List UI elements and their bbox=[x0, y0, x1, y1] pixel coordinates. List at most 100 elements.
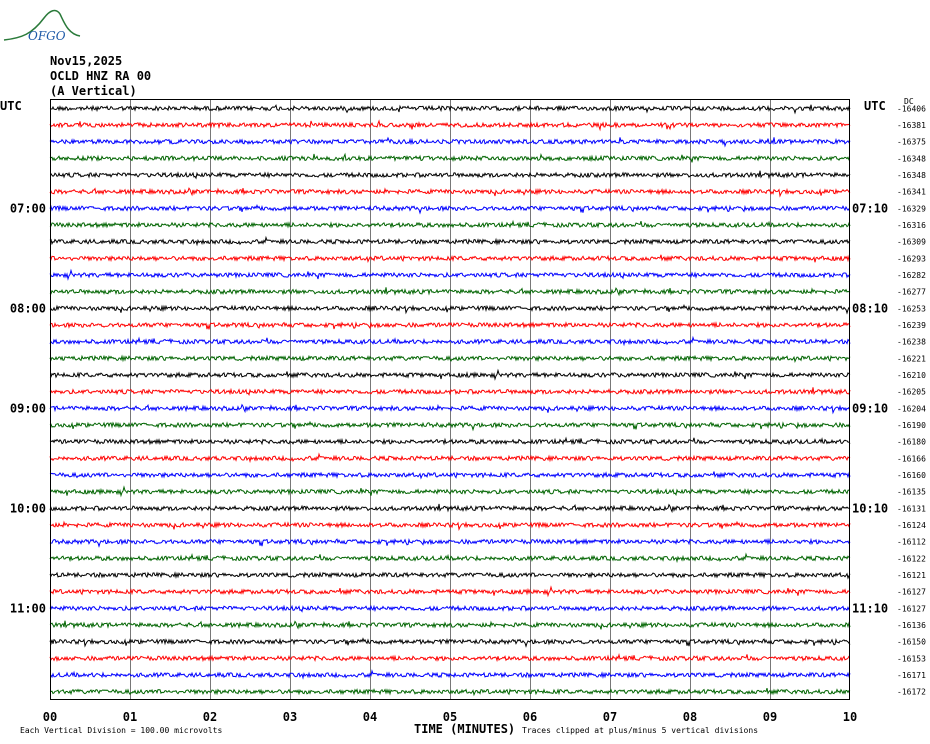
dc-offset-label: -16124 bbox=[897, 521, 926, 530]
seismic-trace bbox=[49, 420, 851, 432]
seismic-trace bbox=[49, 335, 851, 347]
dc-offset-label: -16282 bbox=[897, 271, 926, 280]
seismic-trace bbox=[49, 368, 851, 381]
x-tick-label: 00 bbox=[43, 710, 57, 724]
utc-right-label: UTC bbox=[864, 99, 886, 113]
dc-offset-label: -16316 bbox=[897, 221, 926, 230]
seismic-trace bbox=[49, 387, 851, 397]
header-date: Nov15,2025 bbox=[50, 54, 123, 68]
seismic-trace bbox=[49, 321, 851, 330]
dc-header-label: DC bbox=[904, 97, 914, 106]
dc-offset-label: -16381 bbox=[897, 121, 926, 130]
seismic-trace bbox=[49, 235, 851, 247]
seismic-trace bbox=[49, 354, 851, 363]
dc-offset-label: -16239 bbox=[897, 321, 926, 330]
seismic-trace bbox=[50, 485, 851, 498]
seismic-trace bbox=[49, 104, 851, 115]
seismic-trace bbox=[49, 152, 851, 163]
seismic-trace bbox=[49, 268, 851, 281]
x-tick-label: 04 bbox=[363, 710, 377, 724]
seismic-trace bbox=[49, 604, 851, 613]
dc-offset-label: -16309 bbox=[897, 238, 926, 247]
dc-offset-label: -16348 bbox=[897, 171, 926, 180]
plot-frame bbox=[50, 99, 850, 700]
dc-offset-label: -16329 bbox=[897, 204, 926, 213]
dc-offset-label: -16341 bbox=[897, 188, 926, 197]
seismic-trace bbox=[49, 585, 851, 598]
utc-left-label: UTC bbox=[0, 99, 22, 113]
seismic-traces bbox=[49, 104, 851, 697]
dc-offset-label: -16348 bbox=[897, 154, 926, 163]
dc-offset-label: -16190 bbox=[897, 421, 926, 430]
chart-labels: -16406 -16381 -16375 -16348 -16348 -16341 -163… bbox=[0, 97, 926, 736]
dc-offset-label: -16122 bbox=[897, 554, 926, 563]
left-time-label: 09:00 bbox=[10, 401, 46, 415]
dc-offset-label: -16131 bbox=[897, 504, 926, 513]
x-tick-label: 08 bbox=[683, 710, 697, 724]
x-tick-label: 05 bbox=[443, 710, 457, 724]
right-time-label: 08:10 bbox=[852, 301, 888, 315]
seismic-trace bbox=[49, 687, 851, 697]
dc-offset-label: -16277 bbox=[897, 288, 926, 297]
dc-offset-label: -16375 bbox=[897, 138, 926, 147]
seismic-trace bbox=[50, 669, 851, 680]
x-tick-label: 09 bbox=[763, 710, 777, 724]
dc-offset-label: -16221 bbox=[897, 354, 926, 363]
dc-offset-label: -16127 bbox=[897, 588, 926, 597]
x-tick-label: 01 bbox=[123, 710, 137, 724]
x-tick-label: 06 bbox=[523, 710, 537, 724]
seismic-trace bbox=[49, 471, 851, 480]
seismic-trace bbox=[49, 219, 851, 229]
clip-note: Traces clipped at plus/minus 5 vertical … bbox=[522, 726, 758, 735]
ofgo-logo: OFGO bbox=[2, 4, 82, 48]
seismic-trace bbox=[49, 254, 851, 263]
left-time-label: 07:00 bbox=[10, 201, 46, 215]
dc-offset-label: -16205 bbox=[897, 388, 926, 397]
seismic-trace bbox=[49, 571, 851, 580]
dc-offset-label: -16253 bbox=[897, 304, 926, 313]
seismic-trace bbox=[49, 503, 851, 514]
left-time-label: 10:00 bbox=[10, 501, 46, 515]
x-tick-label: 10 bbox=[843, 710, 857, 724]
dc-offset-label: -16293 bbox=[897, 254, 926, 263]
seismic-trace bbox=[49, 136, 851, 148]
seismic-trace bbox=[49, 537, 851, 548]
dc-offset-label: -16406 bbox=[897, 104, 926, 113]
seismic-trace bbox=[49, 653, 851, 663]
seismic-trace bbox=[49, 187, 851, 198]
seismic-trace bbox=[49, 119, 851, 132]
seismic-trace bbox=[49, 436, 851, 446]
dc-offset-label: -16180 bbox=[897, 438, 926, 447]
left-time-label: 11:00 bbox=[10, 601, 46, 615]
seismic-trace bbox=[49, 552, 851, 564]
header-station: OCLD HNZ RA 00 bbox=[50, 69, 152, 83]
seismic-trace bbox=[49, 637, 851, 648]
dc-offset-label: -16172 bbox=[897, 688, 926, 697]
dc-offset-label: -16150 bbox=[897, 638, 926, 647]
seismic-trace bbox=[49, 520, 851, 531]
right-time-label: 07:10 bbox=[852, 201, 888, 215]
seismic-trace bbox=[49, 170, 851, 180]
scale-note: Each Vertical Division = 100.00 microvol… bbox=[20, 726, 222, 735]
dc-offset-label: -16204 bbox=[897, 404, 926, 413]
dc-offset-label: -16166 bbox=[897, 454, 926, 463]
seismic-trace bbox=[49, 287, 851, 297]
x-tick-label: 02 bbox=[203, 710, 217, 724]
seismic-trace bbox=[49, 452, 851, 464]
dc-offset-label: -16153 bbox=[897, 654, 926, 663]
dc-offset-label: -16160 bbox=[897, 471, 926, 480]
logo-mountain bbox=[3, 9, 81, 41]
dc-offset-label: -16121 bbox=[897, 571, 926, 580]
minute-gridlines bbox=[130, 100, 771, 700]
logo-text: OFGO bbox=[28, 29, 66, 43]
seismic-trace bbox=[49, 403, 851, 415]
x-tick-label: 03 bbox=[283, 710, 297, 724]
right-time-label: 09:10 bbox=[852, 401, 888, 415]
dc-offset-label: -16171 bbox=[897, 671, 926, 680]
dc-offset-label: -16127 bbox=[897, 604, 926, 613]
right-time-label: 11:10 bbox=[852, 601, 888, 615]
right-time-label: 10:10 bbox=[852, 501, 888, 515]
dc-offset-label: -16238 bbox=[897, 338, 926, 347]
dc-offset-label: -16210 bbox=[897, 371, 926, 380]
